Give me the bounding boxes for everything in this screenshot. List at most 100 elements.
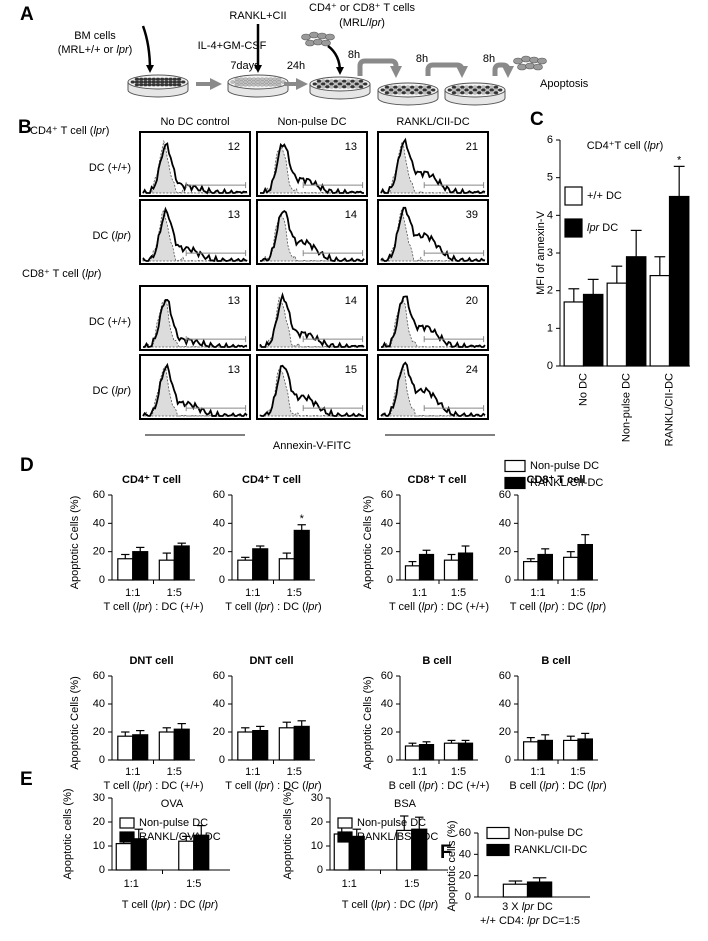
x-tick-label: 1:1 — [342, 878, 357, 890]
y-tick-label: 60 — [213, 489, 225, 501]
cell — [164, 83, 169, 87]
bar — [278, 558, 295, 581]
cell — [247, 77, 252, 81]
cell — [422, 85, 428, 89]
bar — [158, 559, 175, 581]
legend-swatch — [119, 817, 135, 829]
x-tick-label: 3 X lpr DC — [502, 901, 553, 913]
arrow — [327, 45, 344, 75]
legend-label: RANKL/BSA-DC — [357, 831, 438, 843]
cell — [320, 82, 326, 86]
y-tick-label: 6 — [547, 134, 553, 146]
arrow — [357, 58, 402, 78]
bar — [293, 725, 310, 761]
y-tick-label: 0 — [465, 891, 471, 903]
y-axis-label: Apoptotic cells (%) — [282, 788, 294, 879]
chart-title: CD4⁺ T cell — [122, 474, 181, 486]
y-tick-label: 0 — [99, 574, 105, 586]
legend-swatch — [564, 218, 583, 238]
cell — [247, 80, 252, 84]
bar — [348, 835, 365, 871]
y-axis-label: Apoptotic cells (%) — [446, 820, 458, 911]
y-tick-label: 40 — [93, 517, 105, 529]
cell — [426, 88, 432, 92]
gate-percent: 13 — [228, 295, 240, 307]
sample-histogram — [142, 142, 247, 195]
y-tick-label: 40 — [499, 517, 511, 529]
cell — [485, 88, 490, 92]
cell — [468, 85, 474, 89]
cell — [426, 85, 432, 89]
column-header: Non-pulse DC — [277, 116, 346, 128]
legend-swatch — [486, 826, 510, 840]
cell — [143, 83, 148, 87]
bar — [577, 543, 593, 581]
y-axis-label: Apoptotic Cells (%) — [69, 676, 81, 770]
cell — [451, 85, 457, 89]
cell — [414, 91, 419, 95]
cell — [405, 88, 411, 92]
y-tick-label: 20 — [213, 726, 225, 738]
cell — [513, 57, 523, 65]
cell — [460, 88, 465, 92]
cell — [384, 85, 390, 89]
cell — [464, 85, 469, 89]
bar — [562, 739, 579, 761]
cell — [321, 39, 331, 47]
legend-label: RANKL/OVA-DC — [139, 831, 221, 843]
cell — [164, 80, 169, 84]
x-tick-label: 1:5 — [451, 587, 466, 599]
cell — [247, 83, 252, 87]
cell — [422, 88, 428, 92]
cell — [517, 63, 527, 71]
diagram-text: BM cells — [74, 30, 116, 42]
cell — [409, 85, 415, 89]
cell — [393, 85, 398, 89]
cell — [238, 83, 244, 87]
diagram-text: IL-4+GM-CSF — [198, 40, 267, 52]
x-tick-label: 1:5 — [287, 587, 302, 599]
arrow — [141, 25, 154, 73]
legend-label: Non-pulse DC — [514, 827, 583, 839]
bar — [625, 256, 647, 367]
x-tick-label: 1:5 — [570, 766, 585, 778]
cell — [337, 85, 343, 89]
legend-label: Non-pulse DC — [357, 817, 426, 829]
bar — [457, 552, 474, 581]
cell — [230, 80, 236, 84]
cell — [521, 55, 531, 63]
cell — [409, 88, 415, 92]
y-axis-label: MFI of annexin-V — [535, 210, 547, 294]
cell — [476, 85, 482, 89]
bar — [130, 838, 147, 871]
bar — [252, 729, 269, 761]
cell — [525, 62, 535, 70]
x-axis-label: B cell (lpr) : DC (lpr) — [509, 780, 606, 792]
x-tick-label: 1:5 — [451, 766, 466, 778]
y-tick-label: 60 — [381, 489, 393, 501]
cell — [397, 91, 402, 95]
cell — [259, 80, 265, 84]
chart-title: CD8⁺ T cell — [408, 474, 467, 486]
y-axis-label: Apoptotic cells (%) — [62, 788, 74, 879]
y-tick-label: 40 — [381, 517, 393, 529]
cell — [259, 77, 265, 81]
cell — [476, 88, 482, 92]
y-tick-label: 40 — [213, 517, 225, 529]
cell — [268, 83, 273, 87]
y-tick-label: 3 — [547, 247, 553, 259]
y-tick-label: 40 — [499, 698, 511, 710]
cell — [354, 82, 360, 86]
cell — [243, 83, 248, 87]
cell — [159, 77, 165, 81]
cell — [325, 33, 335, 41]
gate-percent: 13 — [228, 364, 240, 376]
y-tick-label: 20 — [93, 546, 105, 558]
arrow — [492, 62, 514, 78]
cell — [485, 85, 490, 89]
cell — [251, 80, 257, 84]
cell — [276, 77, 282, 81]
y-tick-label: 0 — [219, 574, 225, 586]
bar — [293, 529, 310, 581]
y-axis-label: Apoptotic Cells (%) — [362, 496, 374, 590]
